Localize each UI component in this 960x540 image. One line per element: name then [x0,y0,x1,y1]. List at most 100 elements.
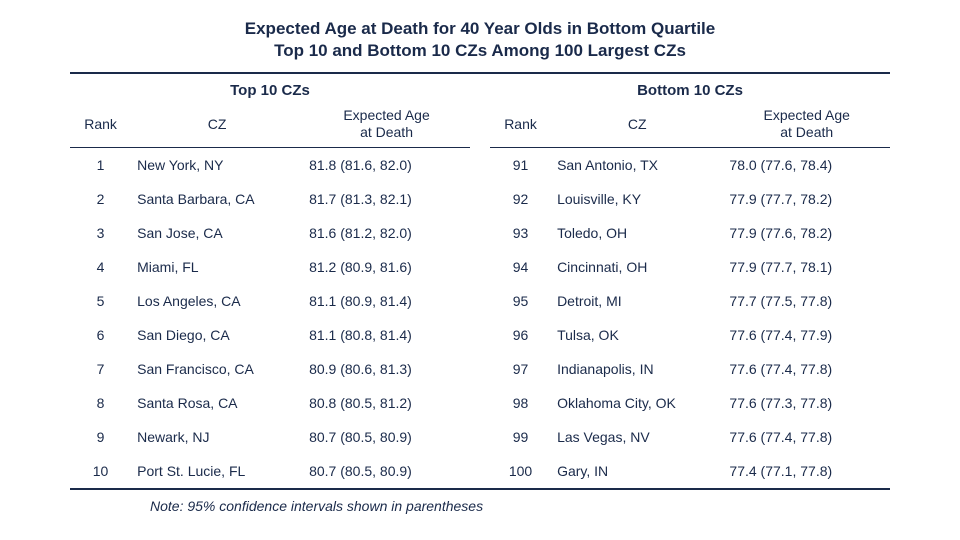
bottom-panel: Bottom 10 CZs Rank CZ Expected Age at De… [490,82,890,488]
cell-cz: Miami, FL [131,250,303,284]
top-hdr-age: Expected Age at Death [303,103,470,147]
cell-age: 80.7 (80.5, 80.9) [303,454,470,488]
cell-rank: 8 [70,386,131,420]
cell-cz: Indianapolis, IN [551,352,723,386]
cell-age: 81.1 (80.9, 81.4) [303,284,470,318]
table-row: 100Gary, IN77.4 (77.1, 77.8) [490,454,890,488]
top-rule [70,72,890,74]
cell-age: 78.0 (77.6, 78.4) [723,147,890,182]
cell-rank: 94 [490,250,551,284]
table-row: 7San Francisco, CA80.9 (80.6, 81.3) [70,352,470,386]
top-table: Rank CZ Expected Age at Death 1New York,… [70,103,470,488]
table-row: 98Oklahoma City, OK77.6 (77.3, 77.8) [490,386,890,420]
cell-age: 80.7 (80.5, 80.9) [303,420,470,454]
cell-cz: Las Vegas, NV [551,420,723,454]
table-row: 3San Jose, CA81.6 (81.2, 82.0) [70,216,470,250]
cell-cz: New York, NY [131,147,303,182]
cell-cz: Oklahoma City, OK [551,386,723,420]
bottom-hdr-age: Expected Age at Death [723,103,890,147]
table-row: 93Toledo, OH77.9 (77.6, 78.2) [490,216,890,250]
cell-age: 81.6 (81.2, 82.0) [303,216,470,250]
cell-cz: Toledo, OH [551,216,723,250]
cell-cz: San Diego, CA [131,318,303,352]
cell-age: 77.6 (77.4, 77.9) [723,318,890,352]
cell-cz: Gary, IN [551,454,723,488]
cell-rank: 10 [70,454,131,488]
cell-age: 77.6 (77.3, 77.8) [723,386,890,420]
cell-rank: 92 [490,182,551,216]
cell-cz: Tulsa, OK [551,318,723,352]
bottom-tbody: 91San Antonio, TX78.0 (77.6, 78.4)92Loui… [490,147,890,488]
cell-cz: Port St. Lucie, FL [131,454,303,488]
top-hdr-rank: Rank [70,103,131,147]
table-row: 6San Diego, CA81.1 (80.8, 81.4) [70,318,470,352]
cell-cz: San Jose, CA [131,216,303,250]
cell-age: 81.7 (81.3, 82.1) [303,182,470,216]
table-row: 99Las Vegas, NV77.6 (77.4, 77.8) [490,420,890,454]
cell-rank: 4 [70,250,131,284]
cell-rank: 7 [70,352,131,386]
cell-age: 77.9 (77.6, 78.2) [723,216,890,250]
table-row: 95Detroit, MI77.7 (77.5, 77.8) [490,284,890,318]
table-row: 5Los Angeles, CA81.1 (80.9, 81.4) [70,284,470,318]
cell-cz: Santa Rosa, CA [131,386,303,420]
table-row: 97Indianapolis, IN77.6 (77.4, 77.8) [490,352,890,386]
cell-cz: Los Angeles, CA [131,284,303,318]
cell-cz: Detroit, MI [551,284,723,318]
page-title: Expected Age at Death for 40 Year Olds i… [70,18,890,62]
cell-rank: 96 [490,318,551,352]
cell-rank: 100 [490,454,551,488]
bottom-rule [70,488,890,490]
cell-rank: 97 [490,352,551,386]
top-header-row: Rank CZ Expected Age at Death [70,103,470,147]
cell-cz: Cincinnati, OH [551,250,723,284]
cell-cz: San Antonio, TX [551,147,723,182]
cell-cz: Louisville, KY [551,182,723,216]
bottom-table: Rank CZ Expected Age at Death 91San Anto… [490,103,890,488]
cell-rank: 2 [70,182,131,216]
cell-rank: 6 [70,318,131,352]
table-row: 8Santa Rosa, CA80.8 (80.5, 81.2) [70,386,470,420]
top-panel: Top 10 CZs Rank CZ Expected Age at Death… [70,82,470,488]
tables-wrap: Top 10 CZs Rank CZ Expected Age at Death… [70,82,890,488]
cell-age: 77.7 (77.5, 77.8) [723,284,890,318]
cell-cz: Santa Barbara, CA [131,182,303,216]
table-row: 2Santa Barbara, CA81.7 (81.3, 82.1) [70,182,470,216]
bottom-hdr-cz: CZ [551,103,723,147]
bottom-hdr-rank: Rank [490,103,551,147]
cell-cz: San Francisco, CA [131,352,303,386]
page-container: Expected Age at Death for 40 Year Olds i… [0,0,960,524]
cell-age: 81.2 (80.9, 81.6) [303,250,470,284]
cell-age: 77.9 (77.7, 78.2) [723,182,890,216]
cell-rank: 3 [70,216,131,250]
table-row: 1New York, NY81.8 (81.6, 82.0) [70,147,470,182]
top-panel-title: Top 10 CZs [70,82,470,99]
top-hdr-cz: CZ [131,103,303,147]
cell-age: 81.8 (81.6, 82.0) [303,147,470,182]
cell-age: 80.8 (80.5, 81.2) [303,386,470,420]
cell-cz: Newark, NJ [131,420,303,454]
bottom-header-row: Rank CZ Expected Age at Death [490,103,890,147]
title-line-2: Top 10 and Bottom 10 CZs Among 100 Large… [274,41,686,60]
cell-rank: 5 [70,284,131,318]
footnote: Note: 95% confidence intervals shown in … [150,498,890,514]
top-tbody: 1New York, NY81.8 (81.6, 82.0)2Santa Bar… [70,147,470,488]
cell-age: 77.6 (77.4, 77.8) [723,352,890,386]
table-row: 96Tulsa, OK77.6 (77.4, 77.9) [490,318,890,352]
table-row: 4Miami, FL81.2 (80.9, 81.6) [70,250,470,284]
table-row: 92Louisville, KY77.9 (77.7, 78.2) [490,182,890,216]
table-row: 91San Antonio, TX78.0 (77.6, 78.4) [490,147,890,182]
cell-age: 80.9 (80.6, 81.3) [303,352,470,386]
cell-rank: 99 [490,420,551,454]
table-row: 9Newark, NJ80.7 (80.5, 80.9) [70,420,470,454]
table-row: 94Cincinnati, OH77.9 (77.7, 78.1) [490,250,890,284]
cell-rank: 91 [490,147,551,182]
title-line-1: Expected Age at Death for 40 Year Olds i… [245,19,715,38]
cell-age: 77.9 (77.7, 78.1) [723,250,890,284]
cell-age: 77.4 (77.1, 77.8) [723,454,890,488]
cell-rank: 98 [490,386,551,420]
cell-rank: 1 [70,147,131,182]
cell-age: 77.6 (77.4, 77.8) [723,420,890,454]
bottom-panel-title: Bottom 10 CZs [490,82,890,99]
cell-rank: 9 [70,420,131,454]
